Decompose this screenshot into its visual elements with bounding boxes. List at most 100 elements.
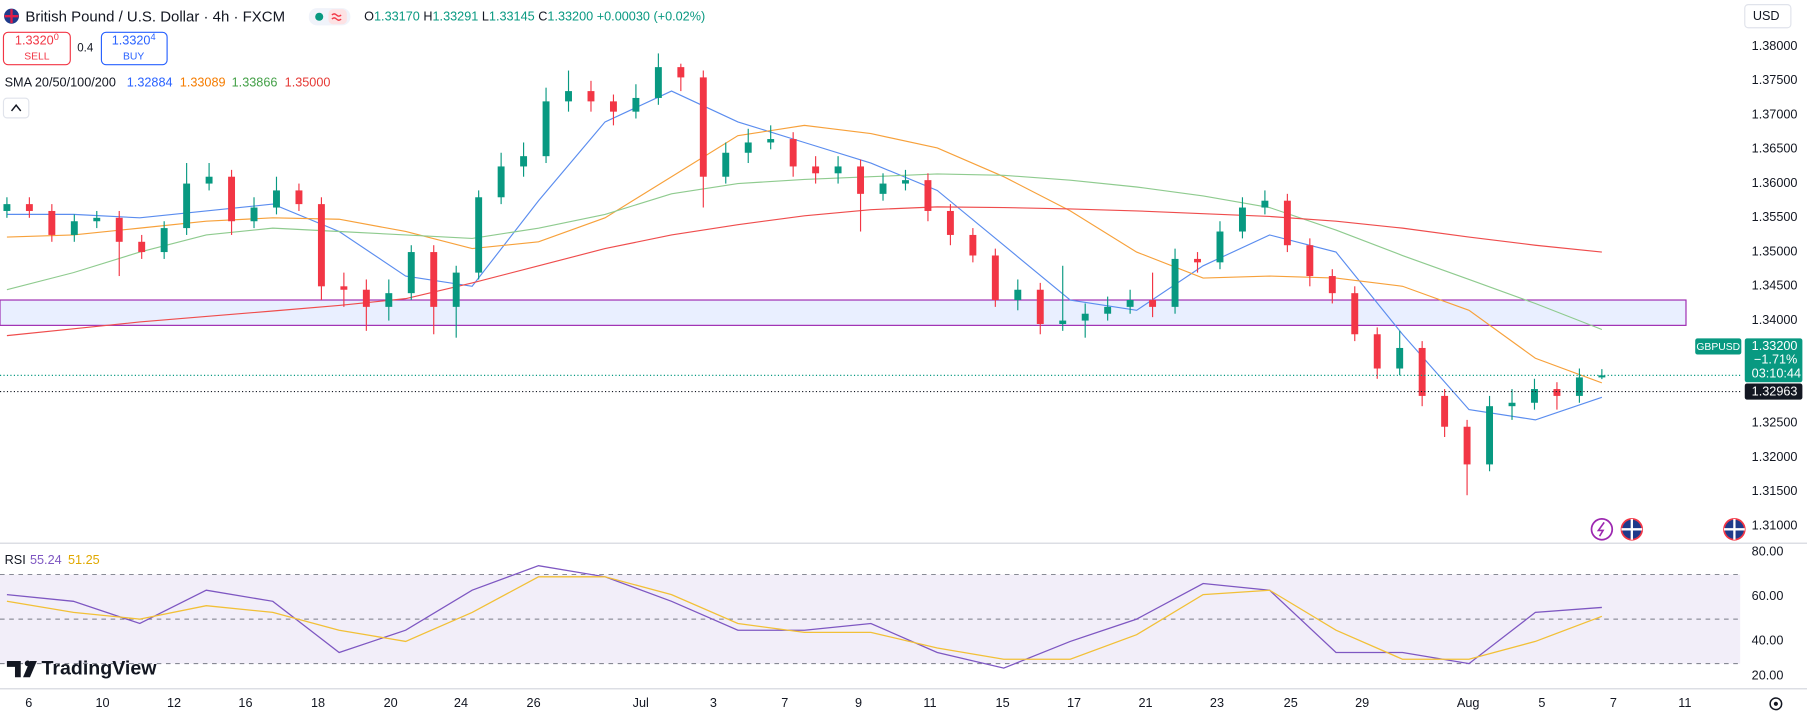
candle-body [857,166,865,194]
sma-legend-value: 1.32884 [127,76,173,90]
currency-button[interactable] [1744,4,1792,29]
candle-body [183,183,191,229]
rsi-line [6,576,1603,660]
rsi-legend-title: RSI [5,553,26,567]
candle-body [138,241,146,253]
x-tick-label: 10 [96,696,110,710]
candle-body [587,91,595,102]
sell-label: SELL [24,51,50,62]
delay-icon [331,13,342,21]
y-tick-label: 1.31500 [1752,484,1798,498]
candle-body [1283,200,1291,246]
candle-body [520,156,528,167]
brand: TradingView [41,657,157,679]
x-tick-label: 21 [1138,696,1152,710]
change-label: −1.71% [1754,353,1797,367]
x-tick-label: Jul [633,696,649,710]
x-tick-label: 5 [1538,696,1545,710]
candle-body [1036,289,1044,324]
candle-body [475,197,483,273]
x-tick-label: 6 [25,696,32,710]
y-tick-label: 1.31000 [1752,518,1798,532]
x-tick-label: 11 [923,696,936,710]
candle-body [1486,406,1494,465]
candle-body [1463,426,1471,465]
candle-body [767,139,775,143]
candle-body [3,204,11,211]
ohlc-change: +0.00030 (+0.02%) [597,10,705,24]
candle-body [1553,389,1561,396]
candle-body [812,166,820,174]
collapse-button[interactable] [2,97,30,119]
x-tick-label: 7 [781,696,788,710]
candle-body [969,234,977,256]
event-bolt [1596,521,1605,537]
candle-body [902,180,909,184]
x-tick-label: 29 [1355,696,1369,710]
zone [0,299,1687,326]
y-tick-label: 1.38000 [1752,39,1798,53]
y-tick-label: 1.32000 [1752,450,1798,464]
candle-body [385,293,393,307]
settings-icon[interactable] [1769,697,1783,711]
sma-legend-value: 1.33866 [232,76,278,90]
rsi-tick-label: 40.00 [1752,634,1784,648]
candle-body [1059,320,1067,324]
y-tick-label: 1.35500 [1752,210,1798,224]
overlay-layer: 1.38000 1.37500 1.37000 1.36500 1.36000 1.355… [25,39,1803,710]
candle-body [1081,313,1089,321]
sma-line [6,206,1602,337]
x-tick-label: 17 [1067,696,1081,710]
flag-cross [4,9,19,24]
buy-button[interactable] [100,31,168,66]
candle-body [654,67,662,98]
last-price-tag [1744,338,1803,383]
bid-label: 1.32963 [1752,385,1798,399]
candle-body [789,139,797,167]
brand-logo-dot [24,660,31,667]
ohlc-value: 1.33145 [489,10,535,24]
candle-body [924,180,932,211]
candle-body [1216,231,1224,263]
candle-body [250,207,258,222]
candle-body [1104,306,1112,314]
sma-legend-value: 1.33089 [180,76,226,90]
rsi-tick-label: 60.00 [1752,589,1784,603]
candle-body [1441,395,1449,427]
plot-layer [0,53,1741,669]
event-icon[interactable] [1590,518,1614,541]
x-tick-label: 18 [311,696,325,710]
x-tick-label: 23 [1210,696,1224,710]
rsi-line [6,565,1602,669]
buy-pip: 4 [150,33,155,43]
symbol-title: British Pound / U.S. Dollar · 4h · FXCM [25,8,285,25]
ohlc: O1.33170 H1.33291 L1.33145 C1.33200 +0.0… [364,10,705,24]
ohlc-key: O [364,10,374,24]
rsi-legend-value: 51.25 [68,553,100,567]
candle-body [565,91,572,102]
candle-body [1351,293,1359,335]
ohlc-value: 1.33170 [374,10,420,24]
candle-body [609,101,617,112]
candle-body [273,190,280,208]
candle-body [93,217,101,222]
ohlc-value: 1.33200 [547,10,593,24]
symbol-tag-text: GBPUSD [1696,342,1740,353]
x-tick-label: 16 [238,696,252,710]
sell-button[interactable] [2,31,71,66]
x-tick-label: 15 [996,696,1010,710]
y-tick-label: 1.32500 [1752,416,1798,430]
y-tick-label: 1.34500 [1752,279,1798,293]
y-tick-label: 1.36500 [1752,142,1798,156]
x-tick-label: 12 [167,696,181,710]
candle-body [1328,276,1336,294]
collapse-icon [10,103,22,112]
buy-label: BUY [123,51,144,62]
candle-body [699,77,707,177]
candle-body [160,228,168,253]
candle-body [1194,258,1201,263]
candle-body [1261,200,1269,208]
x-tick-label: 24 [454,696,468,710]
